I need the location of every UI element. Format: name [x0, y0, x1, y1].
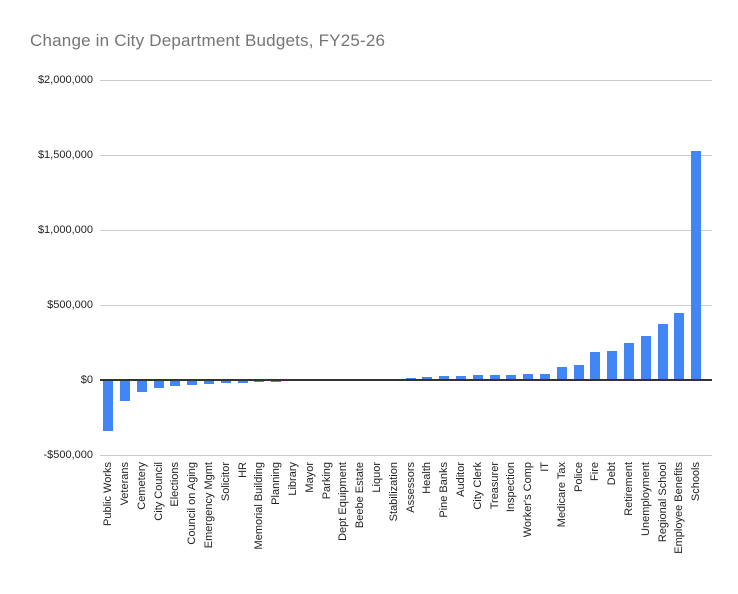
x-axis-tick-label: Police: [572, 462, 585, 492]
bar: [187, 380, 198, 385]
x-axis-tick-label: IT: [539, 462, 551, 472]
gridline: [100, 455, 712, 456]
x-axis-tick-label: City Council: [152, 462, 165, 521]
bar: [456, 375, 466, 380]
y-axis-tick-label: -$500,000: [43, 449, 93, 461]
bar: [120, 380, 130, 402]
x-axis-tick-label: Assessors: [404, 462, 417, 513]
x-axis-tick-label: Medicare Tax: [555, 462, 568, 528]
x-axis-tick-label: Fire: [589, 462, 602, 481]
plot-area: [100, 80, 712, 456]
x-axis-tick-label: Parking: [320, 462, 333, 500]
x-axis-tick-label: Employee Benefits: [673, 462, 686, 554]
bar: [674, 313, 685, 380]
x-axis-tick-label: Mayor: [303, 462, 316, 493]
y-axis-tick-label: $0: [80, 374, 93, 386]
x-axis-tick-label: HR: [236, 462, 249, 478]
x-axis-tick-label: Worker's Comp: [522, 462, 535, 538]
bar: [405, 377, 416, 380]
x-axis-tick-label: Cemetery: [135, 462, 148, 510]
x-axis-tick-label: Health: [421, 462, 434, 494]
bar: [640, 335, 651, 380]
x-axis-tick-label: Veterans: [119, 462, 131, 506]
x-axis-tick-label: Regional School: [656, 462, 669, 543]
gridline: [100, 80, 712, 81]
bar: [523, 374, 534, 380]
x-axis-tick-label: Schools: [690, 462, 703, 502]
x-axis-tick-label: Planning: [270, 462, 283, 505]
bar: [657, 324, 668, 380]
x-axis-tick-label: Pine Banks: [438, 462, 451, 518]
x-axis-tick-label: Dept Equipment: [337, 462, 350, 541]
y-axis-tick-label: $500,000: [47, 299, 93, 311]
x-axis-tick-label: Stabilization: [387, 462, 400, 522]
bar: [472, 375, 483, 380]
x-axis-tick-label: Retirement: [623, 462, 635, 516]
x-axis-tick-label: Auditor: [455, 462, 467, 497]
x-axis-tick-label: City Clerk: [471, 462, 484, 510]
bar: [422, 376, 433, 380]
x-axis-tick-label: Library: [287, 462, 299, 496]
x-axis-tick-label: Council on Aging: [186, 462, 199, 545]
x-axis-tick-label: Memorial Building: [253, 462, 266, 550]
x-axis-tick-label: Inspection: [505, 462, 518, 513]
y-axis-tick-label: $1,500,000: [37, 149, 93, 161]
x-axis-tick-label: Liquor: [371, 462, 383, 493]
x-axis-tick-label: Public Works: [102, 462, 115, 526]
x-axis-tick-label: Beebe Estate: [354, 462, 367, 529]
x-axis-tick-label: Debt: [606, 462, 619, 486]
gridline: [100, 305, 712, 306]
zero-axis-line: [100, 379, 712, 381]
bar: [237, 380, 248, 383]
bar: [540, 373, 550, 380]
bar: [489, 375, 500, 380]
bar: [607, 351, 618, 380]
y-axis-tick-label: $1,000,000: [37, 224, 93, 236]
x-axis-tick-label: Treasurer: [488, 462, 501, 510]
x-axis-tick-label: Elections: [169, 462, 182, 507]
bar: [220, 380, 231, 384]
bar: [590, 351, 601, 380]
bar: [170, 380, 181, 386]
bar: [254, 380, 265, 383]
bar: [439, 376, 450, 380]
bar: [136, 380, 147, 392]
bar: [506, 374, 517, 380]
bar: [573, 365, 584, 380]
x-axis-tick-label: Emergency Mgmt: [203, 462, 215, 549]
chart-title: Change in City Department Budgets, FY25-…: [30, 31, 386, 50]
bar: [103, 380, 114, 431]
x-axis-tick-label: Unemployment: [639, 462, 652, 536]
bar: [153, 380, 164, 388]
bar: [624, 342, 634, 380]
bar: [691, 151, 702, 380]
y-axis-tick-label: $2,000,000: [37, 74, 93, 86]
gridline: [100, 230, 712, 231]
bar: [204, 380, 214, 385]
x-axis-tick-label: Solicitor: [219, 462, 232, 502]
gridline: [100, 155, 712, 156]
bar: [556, 367, 567, 380]
